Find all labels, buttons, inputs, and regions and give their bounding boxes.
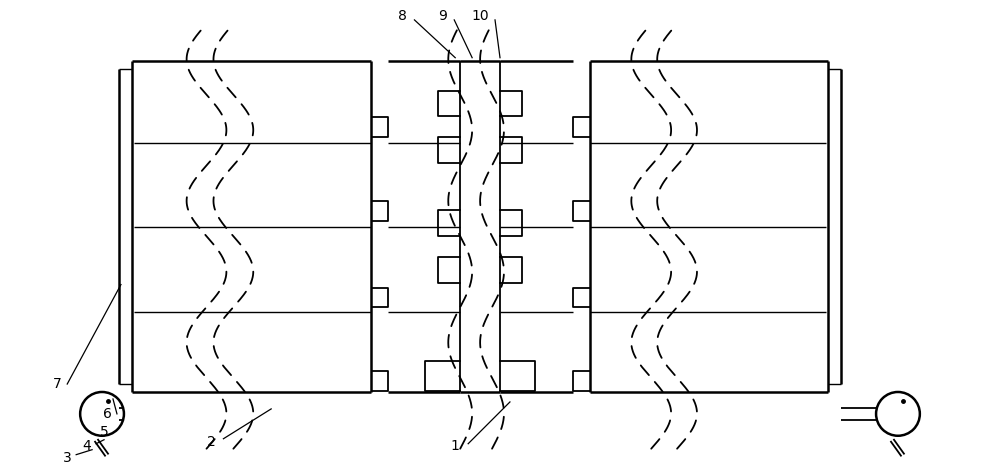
Text: 5: 5 xyxy=(100,425,108,439)
Text: 3: 3 xyxy=(63,451,72,465)
Text: 10: 10 xyxy=(471,9,489,23)
Text: 9: 9 xyxy=(438,9,447,23)
Text: 6: 6 xyxy=(103,407,111,421)
Text: 4: 4 xyxy=(83,439,91,452)
Text: 1: 1 xyxy=(451,439,460,452)
Text: 2: 2 xyxy=(207,435,216,449)
Text: 7: 7 xyxy=(53,377,62,391)
Text: 8: 8 xyxy=(398,9,407,23)
